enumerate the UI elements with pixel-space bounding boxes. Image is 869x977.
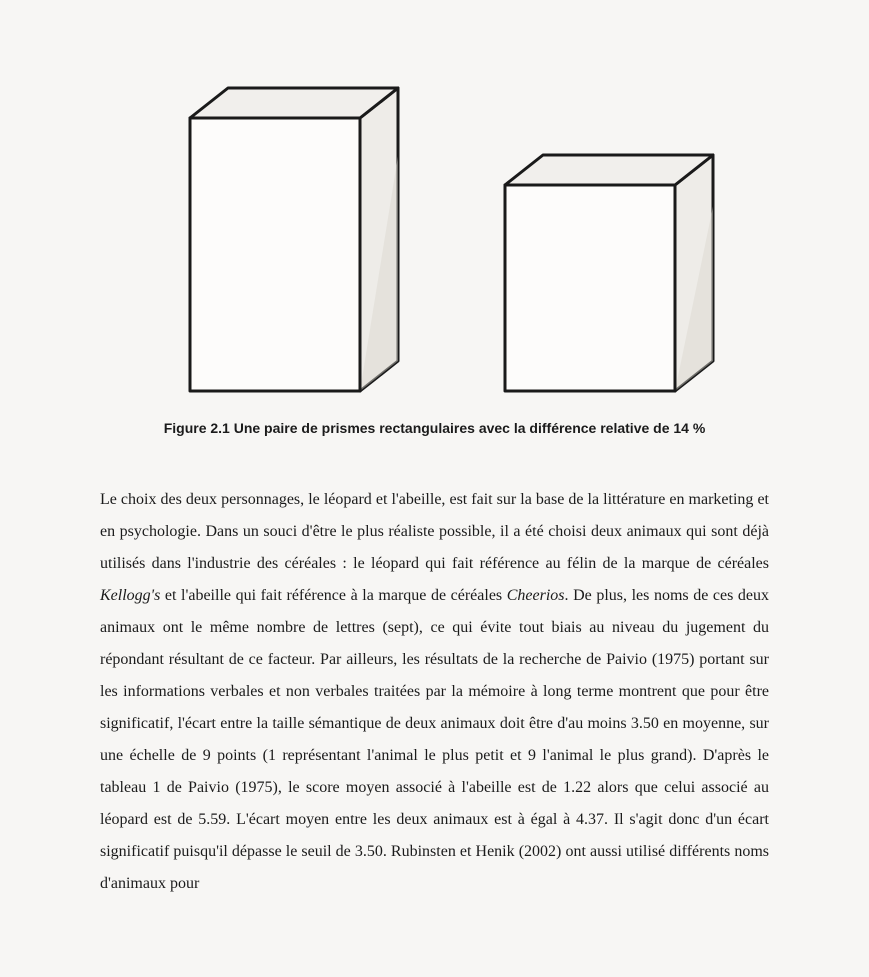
- figure-area: [100, 70, 769, 410]
- para-text-2: et l'abeille qui fait référence à la mar…: [160, 587, 506, 604]
- para-text-1: Le choix des deux personnages, le léopar…: [100, 491, 769, 572]
- prisms-diagram: [105, 70, 765, 400]
- body-paragraph: Le choix des deux personnages, le léopar…: [100, 484, 769, 900]
- brand-cheerios: Cheerios: [507, 587, 565, 604]
- page: Figure 2.1 Une paire de prismes rectangu…: [0, 0, 869, 977]
- brand-kelloggs: Kellogg's: [100, 587, 160, 604]
- para-text-3: . De plus, les noms de ces deux animaux …: [100, 587, 769, 892]
- figure-caption: Figure 2.1 Une paire de prismes rectangu…: [100, 420, 769, 436]
